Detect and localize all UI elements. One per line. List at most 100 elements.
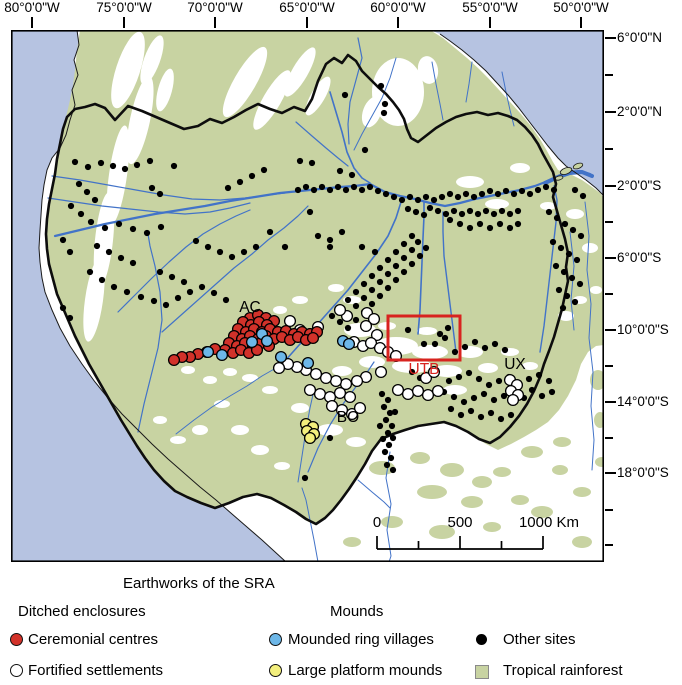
- forest-patch: [521, 446, 543, 458]
- other-site-dot: [457, 411, 465, 419]
- longitude-tick-label: 65°0'0"W: [279, 0, 335, 15]
- other-site-dot: [77, 210, 85, 218]
- other-site-dot: [560, 268, 568, 276]
- fortified-settlement-dot: [411, 384, 425, 398]
- other-site-dot: [477, 413, 485, 421]
- non-forest-patch: [273, 306, 287, 314]
- region-label-ux: UX: [504, 356, 526, 373]
- fortified-settlement-dot: [309, 367, 323, 381]
- other-site-dot: [408, 260, 416, 268]
- other-site-dot: [446, 216, 454, 224]
- mounded-ring-village-dot: [215, 348, 229, 362]
- other-site-dot: [162, 301, 170, 309]
- other-site-dot: [350, 183, 358, 191]
- region-label-bo: BO: [337, 409, 359, 426]
- longitude-tick-label: 50°0'0"W: [553, 0, 609, 15]
- latitude-tick-label: 14°0'0"S: [617, 394, 669, 409]
- other-site-dot: [487, 409, 495, 417]
- non-forest-patch: [153, 416, 167, 424]
- non-forest-patch: [332, 366, 352, 376]
- other-site-dot: [121, 165, 129, 173]
- forest-patch: [429, 525, 455, 539]
- fortified-settlement-dot: [374, 365, 388, 379]
- other-site-dot: [137, 293, 145, 301]
- other-site-dot: [216, 248, 224, 256]
- latitude-minor-tick: [605, 148, 613, 150]
- non-forest-patch: [274, 462, 290, 470]
- other-site-dot: [294, 186, 302, 194]
- non-forest-patch: [392, 359, 432, 373]
- other-site-dot: [545, 377, 553, 385]
- other-site-dot: [491, 340, 499, 348]
- other-site-dot: [361, 146, 369, 154]
- fortified-settlement-dot: [353, 401, 367, 415]
- other-site-dot: [314, 232, 322, 240]
- non-forest-patch: [253, 70, 291, 130]
- other-site-dot: [471, 338, 479, 346]
- other-site-dot: [360, 294, 368, 302]
- other-site-dot: [494, 190, 502, 198]
- other-site-dot: [438, 193, 446, 201]
- river: [442, 211, 457, 353]
- other-site-dot: [486, 224, 494, 232]
- other-site-dot: [374, 187, 382, 195]
- other-site-dot: [98, 276, 106, 284]
- other-sites-icon: [476, 634, 487, 645]
- other-site-dot: [84, 163, 92, 171]
- other-site-dot: [93, 242, 101, 250]
- other-site-dot: [352, 288, 360, 296]
- other-site-dot: [101, 224, 109, 232]
- non-forest-patch: [284, 47, 316, 97]
- river: [117, 209, 251, 313]
- other-site-dot: [550, 186, 558, 194]
- other-site-dot: [344, 324, 352, 332]
- other-site-dot: [157, 223, 165, 231]
- other-site-dot: [377, 82, 385, 90]
- other-site-dot: [389, 434, 397, 442]
- other-site-dot: [170, 162, 178, 170]
- delta-island: [559, 167, 573, 175]
- other-site-dot: [260, 166, 268, 174]
- other-site-dot: [168, 273, 176, 281]
- forest-patch: [440, 463, 464, 477]
- other-site-dot: [383, 461, 391, 469]
- other-site-dot: [318, 183, 326, 191]
- other-site-dot: [412, 208, 420, 216]
- river: [357, 479, 391, 509]
- other-site-dot: [384, 270, 392, 278]
- other-site-dot: [398, 196, 406, 204]
- forest-patch: [493, 467, 511, 477]
- other-site-dot: [150, 297, 158, 305]
- fortified-settlement-dot: [313, 387, 327, 401]
- tropical-rainforest-icon: [475, 665, 489, 679]
- longitude-tick: [580, 17, 582, 28]
- other-site-dot: [67, 202, 75, 210]
- forest-patch: [594, 412, 604, 428]
- river: [137, 233, 163, 433]
- latitude-minor-tick: [605, 509, 613, 511]
- mounded-ring-village-dot: [301, 356, 315, 370]
- river: [51, 175, 286, 201]
- other-site-dot: [408, 232, 416, 240]
- other-site-dot: [462, 190, 470, 198]
- other-site-dot: [236, 178, 244, 186]
- other-site-dot: [384, 284, 392, 292]
- other-site-dot: [133, 161, 141, 169]
- other-site-dot: [310, 186, 318, 194]
- fortified-settlement-dot: [283, 314, 297, 328]
- other-site-dot: [568, 274, 576, 282]
- other-site-dot: [400, 268, 408, 276]
- scalebar-label: 1000 Km: [519, 514, 579, 531]
- forest-patch: [343, 537, 361, 547]
- other-site-dot: [186, 288, 194, 296]
- delta-island: [572, 162, 584, 170]
- other-site-dot: [380, 403, 388, 411]
- other-site-dot: [406, 193, 414, 201]
- other-site-dot: [368, 286, 376, 294]
- non-forest-patch: [222, 46, 268, 118]
- river: [347, 37, 363, 145]
- non-forest-patch: [412, 345, 448, 359]
- longitude-tick: [123, 17, 125, 28]
- fortified-settlement-dot: [364, 336, 378, 350]
